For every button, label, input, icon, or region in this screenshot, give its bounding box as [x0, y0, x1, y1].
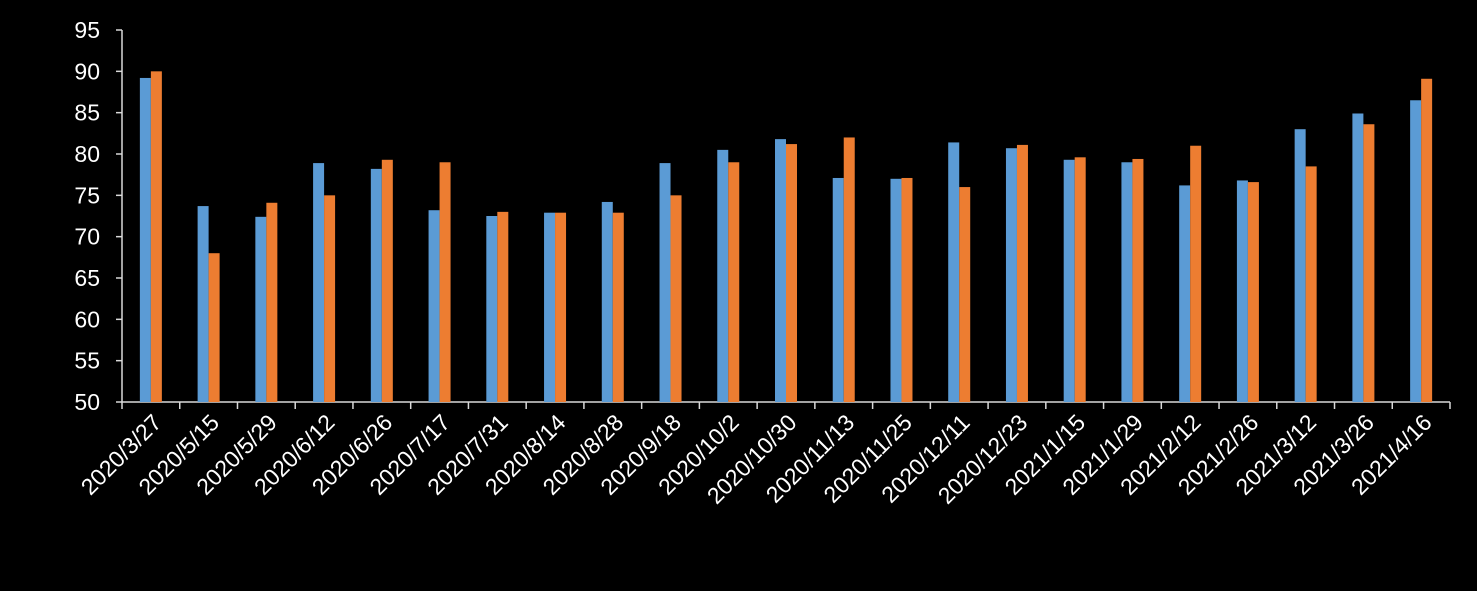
y-tick-label: 50 — [74, 389, 100, 415]
bar — [266, 202, 278, 402]
bar — [601, 201, 613, 402]
y-tick-label: 70 — [74, 224, 100, 250]
bar — [843, 137, 855, 402]
bar — [150, 71, 162, 402]
bar — [1352, 113, 1364, 402]
bar — [1294, 129, 1306, 402]
bar — [370, 168, 382, 402]
bar — [381, 159, 393, 402]
bar — [659, 163, 671, 402]
bar — [1063, 159, 1075, 402]
bar — [324, 195, 336, 402]
bar — [1305, 166, 1317, 402]
bar — [1005, 148, 1017, 402]
bar — [717, 149, 729, 402]
bar — [786, 144, 797, 402]
bar — [255, 216, 267, 402]
bar — [948, 142, 960, 402]
bar — [544, 212, 556, 402]
bar — [486, 216, 498, 402]
bar — [1247, 182, 1259, 402]
bar — [428, 210, 440, 402]
bar — [670, 195, 682, 402]
bar — [1410, 100, 1422, 403]
bar — [1016, 144, 1028, 402]
y-tick-label: 60 — [74, 306, 100, 332]
y-tick-label: 80 — [74, 141, 100, 167]
bar — [1132, 158, 1144, 402]
bar — [959, 187, 971, 402]
bar — [313, 163, 325, 402]
bar — [1121, 162, 1133, 402]
bar — [208, 253, 220, 402]
bar — [1363, 124, 1375, 403]
bar — [1179, 185, 1191, 402]
bar — [197, 206, 209, 402]
y-tick-label: 95 — [74, 17, 100, 43]
bar — [890, 178, 902, 402]
bar — [728, 162, 740, 402]
bar — [901, 177, 913, 402]
bar — [1190, 145, 1202, 402]
bar — [612, 212, 624, 402]
bar — [1236, 180, 1248, 402]
y-tick-label: 75 — [74, 182, 100, 208]
bar — [1421, 78, 1433, 403]
bar — [139, 77, 151, 403]
bar — [775, 139, 786, 402]
y-tick-label: 65 — [74, 265, 100, 291]
bar — [832, 177, 844, 402]
bar — [439, 162, 451, 402]
y-tick-label: 55 — [74, 348, 100, 374]
y-tick-label: 90 — [74, 58, 100, 84]
bar — [497, 211, 509, 402]
bar — [555, 212, 567, 402]
y-tick-label: 85 — [74, 100, 100, 126]
bar — [1074, 157, 1086, 402]
